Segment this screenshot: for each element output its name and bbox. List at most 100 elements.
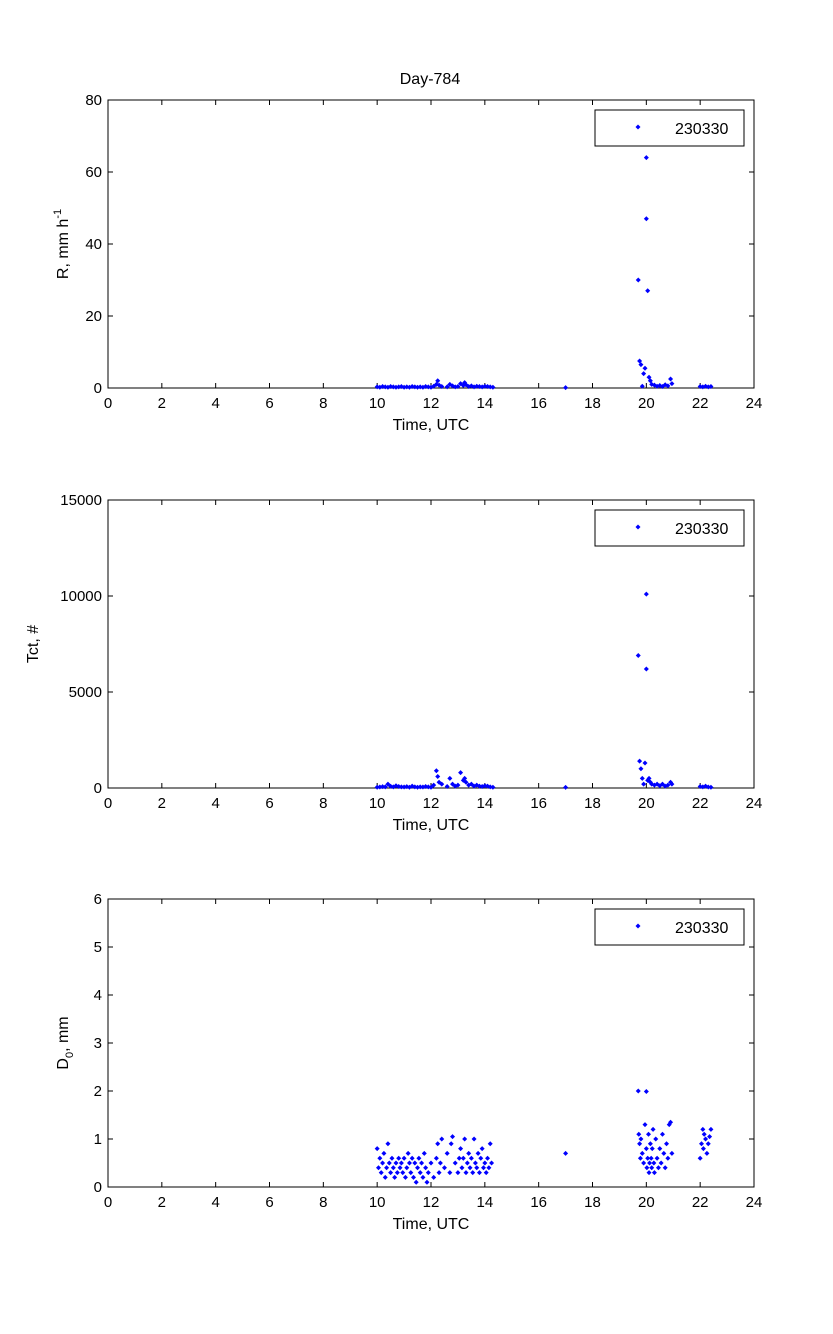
data-point [381,1150,387,1156]
data-point [480,1165,486,1171]
data-point [463,1170,469,1176]
data-point [431,782,437,788]
data-point [478,1155,484,1161]
data-point [464,1160,470,1166]
data-point [487,1141,493,1147]
data-point [485,1155,491,1161]
data-point [433,768,439,774]
x-tick-label: 20 [638,395,655,412]
y-tick-label: 5000 [69,684,102,701]
data-point [447,1170,453,1176]
x-tick-label: 14 [476,395,493,412]
x-tick-label: 2 [158,395,166,412]
data-point [482,1160,488,1166]
data-point [661,1150,667,1156]
data-point [413,1179,419,1185]
data-point [486,1165,492,1171]
y-tick-label: 0 [94,780,102,797]
data-point [405,1150,411,1156]
data-point [458,770,464,776]
x-tick-label: 12 [423,1194,440,1211]
data-point [490,384,496,390]
data-point [648,1155,654,1161]
x-axis-label: Time, UTC [393,817,470,834]
y-axis-label-suffix: , mm [55,1016,72,1052]
data-point [419,1160,425,1166]
y-axis-label-subscript: 0 [64,1052,76,1058]
data-point [489,1160,495,1166]
data-point [447,775,453,781]
data-point [700,1146,706,1152]
data-point [425,1170,431,1176]
data-point [637,758,643,764]
data-point [421,1150,427,1156]
y-axis-label: Tct, # [25,625,42,663]
data-point [646,1170,652,1176]
data-point [635,653,641,659]
data-point [668,376,674,382]
data-point [411,1174,417,1180]
legend-box [594,109,745,147]
data-point [708,784,714,790]
data-point [643,1088,649,1094]
data-point [392,1174,398,1180]
x-tick-label: 24 [746,1194,763,1211]
x-tick-label: 20 [638,1194,655,1211]
data-point [645,1131,651,1137]
x-tick-label: 4 [211,1194,219,1211]
data-point [641,1160,647,1166]
plot-area [107,499,755,789]
data-point [658,1160,664,1166]
legend-label: 230330 [675,121,728,138]
data-point [642,365,648,371]
y-tick-label: 20 [85,308,102,325]
data-point [665,1155,671,1161]
data-point [651,1170,657,1176]
x-tick-label: 4 [211,795,219,812]
data-point [444,1150,450,1156]
data-point [490,784,496,790]
data-point [643,666,649,672]
data-point [386,1160,392,1166]
data-point [645,1155,651,1161]
data-point [441,1165,447,1171]
x-tick-label: 10 [369,395,386,412]
data-point [374,1146,380,1152]
data-point [638,766,644,772]
data-point [444,384,450,390]
data-point [382,784,388,790]
x-tick-label: 2 [158,795,166,812]
data-point [645,288,651,294]
x-tick-label: 16 [530,395,547,412]
x-tick-label: 6 [265,395,273,412]
data-point [635,277,641,283]
data-point [699,1141,705,1147]
data-point [668,1119,674,1125]
data-point [475,1150,481,1156]
data-point [662,1165,668,1171]
data-point [415,1165,421,1171]
data-point [404,1165,410,1171]
data-point [376,1165,382,1171]
data-point [444,783,450,789]
y-tick-label: 2 [94,1083,102,1100]
data-point [450,1134,456,1140]
data-point [463,779,469,785]
data-point [468,1155,474,1161]
data-point [647,1141,653,1147]
data-point [433,1155,439,1161]
data-point [388,1170,394,1176]
data-point [649,1165,655,1171]
legend-box [594,908,745,946]
y-tick-label: 1 [94,1131,102,1148]
data-point [643,155,649,161]
x-tick-label: 8 [319,795,327,812]
y-axis-label-superscript: -1 [52,209,64,219]
data-point [653,1136,659,1142]
data-point [431,1174,437,1180]
data-point [471,1136,477,1142]
data-point [638,1136,644,1142]
data-point [435,378,441,384]
data-point [651,1160,657,1166]
